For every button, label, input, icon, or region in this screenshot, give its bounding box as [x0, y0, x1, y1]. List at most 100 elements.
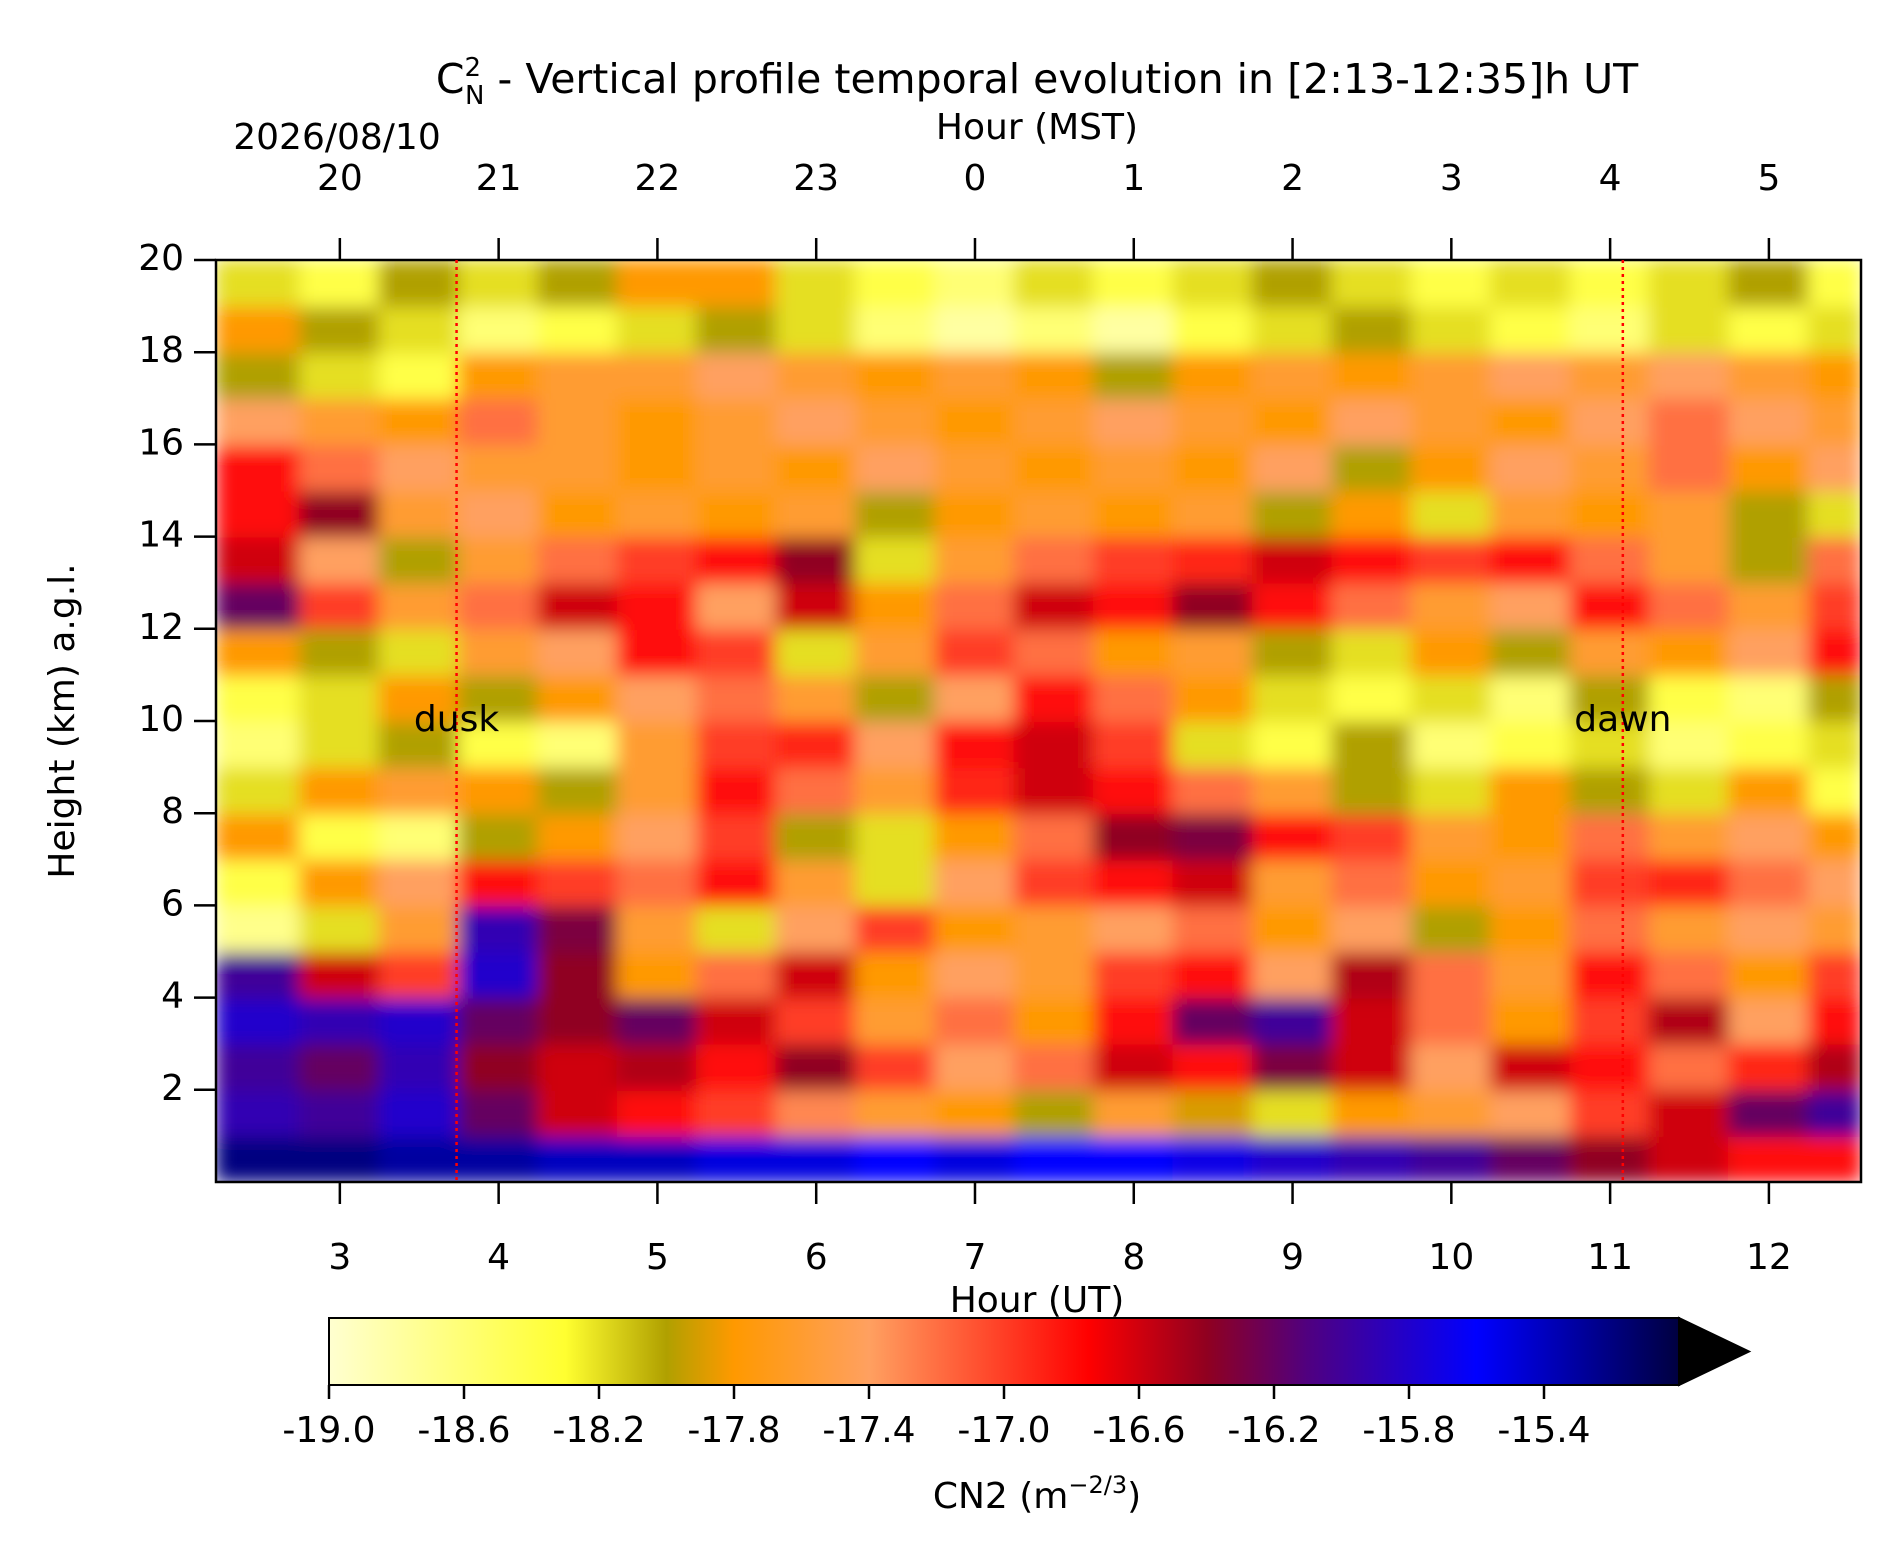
- heat-cell: [1251, 260, 1334, 308]
- y-tick-label: 12: [138, 607, 184, 648]
- heat-cell: [1807, 673, 1861, 722]
- heat-cell: [616, 627, 699, 676]
- heat-cell: [378, 858, 460, 907]
- heat-cell: [1410, 1134, 1493, 1182]
- heat-cell: [457, 1042, 540, 1091]
- heat-cell: [616, 581, 699, 630]
- heat-cell: [1013, 1042, 1096, 1091]
- heat-cell: [1728, 812, 1810, 861]
- heat-cell: [1172, 1042, 1254, 1091]
- heat-cell: [537, 1134, 619, 1182]
- heat-cell: [378, 1042, 460, 1091]
- heat-cell: [216, 858, 302, 907]
- heat-cell: [1013, 351, 1096, 400]
- heat-cell: [457, 673, 540, 722]
- x2-tick-label: 4: [1599, 158, 1622, 199]
- heat-cell: [1093, 305, 1175, 354]
- heat-cell: [1172, 351, 1254, 400]
- heat-cell: [1172, 535, 1254, 584]
- heat-cell: [616, 812, 699, 861]
- heat-cell: [378, 904, 460, 953]
- heat-cell: [1172, 996, 1254, 1045]
- heat-cell: [1569, 443, 1651, 492]
- heat-cell: [1013, 904, 1096, 953]
- heat-cell: [1807, 812, 1861, 861]
- heat-cell: [1569, 305, 1651, 354]
- heat-cell: [775, 443, 857, 492]
- y-tick-label: 8: [161, 791, 184, 832]
- heat-cell: [1172, 397, 1254, 446]
- heat-cell: [616, 858, 699, 907]
- heat-cell: [854, 305, 937, 354]
- colorbar-label-end: ): [1127, 1476, 1141, 1517]
- heat-cell: [216, 581, 302, 630]
- heat-cell: [1093, 996, 1175, 1045]
- heat-cell: [854, 766, 937, 815]
- heat-cell: [216, 996, 302, 1045]
- y-tick-label: 6: [161, 883, 184, 924]
- heat-cell: [1251, 305, 1334, 354]
- heat-cell: [299, 812, 381, 861]
- heat-cell: [854, 1042, 937, 1091]
- heat-cell: [1172, 627, 1254, 676]
- heat-cell: [696, 443, 778, 492]
- heat-cell: [775, 260, 857, 308]
- heat-cell: [216, 1088, 302, 1137]
- heat-cell: [934, 535, 1016, 584]
- heat-cell: [616, 766, 699, 815]
- heat-cell: [1251, 858, 1334, 907]
- x2-axis-label: Hour (MST): [936, 107, 1138, 148]
- heat-cell: [1648, 535, 1731, 584]
- heat-cell: [1569, 627, 1651, 676]
- heat-cell: [1648, 720, 1731, 769]
- heat-cell: [1648, 260, 1731, 308]
- heat-cell: [1728, 443, 1810, 492]
- marker-label: dusk: [414, 699, 499, 740]
- heat-cell: [1490, 397, 1572, 446]
- heat-cell: [1410, 535, 1493, 584]
- heat-cell: [696, 1042, 778, 1091]
- heat-cell: [854, 260, 937, 308]
- heat-cell: [616, 996, 699, 1045]
- heat-cell: [696, 535, 778, 584]
- heat-cell: [854, 950, 937, 999]
- heat-cell: [378, 627, 460, 676]
- heat-cell: [854, 904, 937, 953]
- colorbar-label-sup: −2/3: [1068, 1471, 1127, 1499]
- heat-cell: [378, 720, 460, 769]
- heat-cell: [1331, 766, 1413, 815]
- heat-cell: [1569, 673, 1651, 722]
- heat-cell: [1648, 489, 1731, 538]
- heat-cell: [457, 581, 540, 630]
- heat-cell: [1807, 305, 1861, 354]
- heat-cell: [1569, 996, 1651, 1045]
- heat-cell: [1013, 397, 1096, 446]
- heat-cell: [1331, 305, 1413, 354]
- heat-cell: [616, 489, 699, 538]
- y-tick-label: 20: [138, 238, 184, 279]
- heat-cell: [378, 305, 460, 354]
- heat-cell: [775, 581, 857, 630]
- heat-cell: [696, 720, 778, 769]
- heat-cell: [775, 950, 857, 999]
- heat-cell: [457, 260, 540, 308]
- heat-cell: [1728, 950, 1810, 999]
- heat-cell: [1093, 1088, 1175, 1137]
- heat-cell: [1331, 351, 1413, 400]
- heat-cell: [696, 766, 778, 815]
- heat-cell: [1728, 627, 1810, 676]
- heat-cell: [1648, 1088, 1731, 1137]
- x-tick-label: 7: [964, 1237, 987, 1278]
- x-tick-label: 11: [1587, 1237, 1633, 1278]
- heat-cell: [775, 1042, 857, 1091]
- heat-cell: [216, 1042, 302, 1091]
- heat-cell: [1013, 260, 1096, 308]
- heat-cell: [1410, 397, 1493, 446]
- heat-cell: [696, 397, 778, 446]
- heat-cell: [537, 720, 619, 769]
- heat-cell: [1728, 581, 1810, 630]
- heat-cell: [1410, 1042, 1493, 1091]
- heat-cell: [1490, 950, 1572, 999]
